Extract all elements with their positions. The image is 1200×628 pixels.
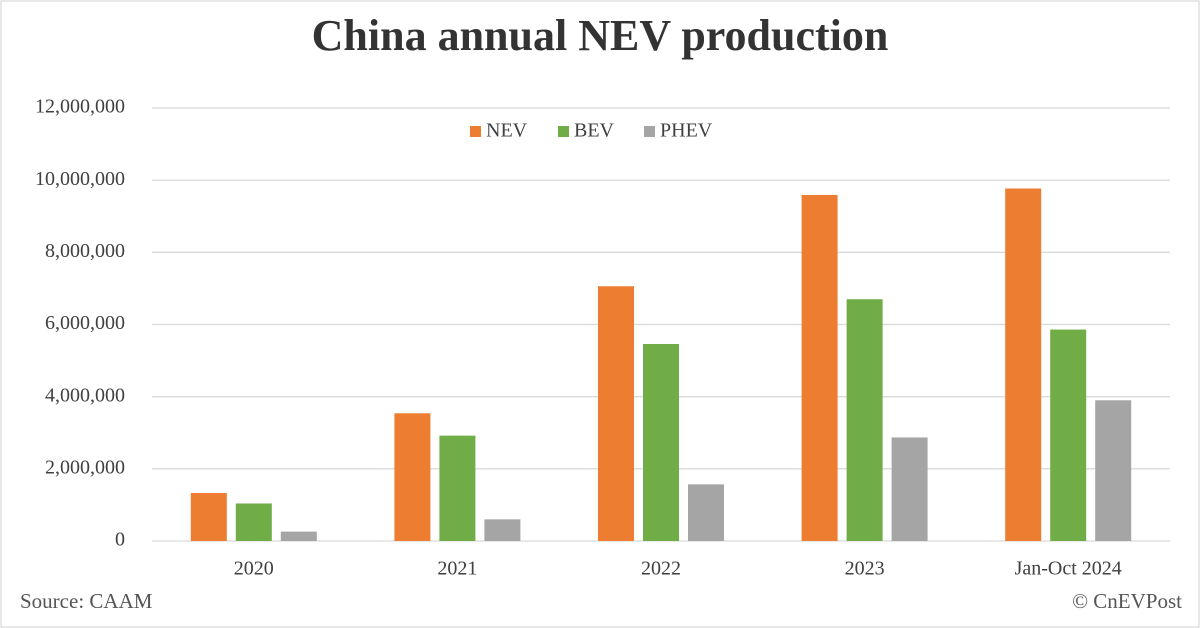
x-tick-label: 2023	[845, 558, 885, 580]
bar	[280, 531, 317, 541]
bar	[484, 519, 521, 541]
bar	[235, 503, 272, 541]
y-tick-label: 8,000,000	[45, 240, 125, 262]
bar	[439, 435, 476, 541]
bar	[1005, 188, 1042, 542]
bar	[1095, 400, 1132, 541]
bar	[1050, 329, 1087, 541]
y-tick-label: 6,000,000	[45, 312, 125, 334]
bar	[190, 493, 227, 541]
legend-swatch	[558, 126, 569, 137]
legend-swatch	[644, 126, 655, 137]
y-tick-label: 12,000,000	[35, 96, 125, 118]
bar	[846, 299, 883, 541]
legend-label: PHEV	[660, 120, 713, 142]
legend-label: BEV	[574, 120, 615, 142]
x-tick-label: 2022	[641, 558, 681, 580]
y-tick-label: 0	[115, 529, 125, 551]
chart-title: China annual NEV production	[312, 11, 889, 60]
y-tick-label: 4,000,000	[45, 384, 125, 406]
credit: © CnEVPost	[1072, 589, 1182, 613]
legend-label: NEV	[486, 120, 528, 142]
x-tick-label: 2021	[437, 558, 477, 580]
bar	[394, 413, 431, 541]
y-tick-label: 2,000,000	[45, 456, 125, 478]
x-tick-label: Jan-Oct 2024	[1015, 558, 1122, 580]
source: Source: CAAM	[20, 589, 153, 613]
legend-swatch	[470, 126, 481, 137]
bar	[688, 484, 724, 541]
bar	[801, 194, 838, 542]
x-tick-label: 2020	[234, 558, 274, 580]
y-tick-label: 10,000,000	[35, 168, 125, 190]
bar	[891, 437, 928, 541]
bar	[598, 286, 634, 541]
bar	[643, 343, 679, 541]
